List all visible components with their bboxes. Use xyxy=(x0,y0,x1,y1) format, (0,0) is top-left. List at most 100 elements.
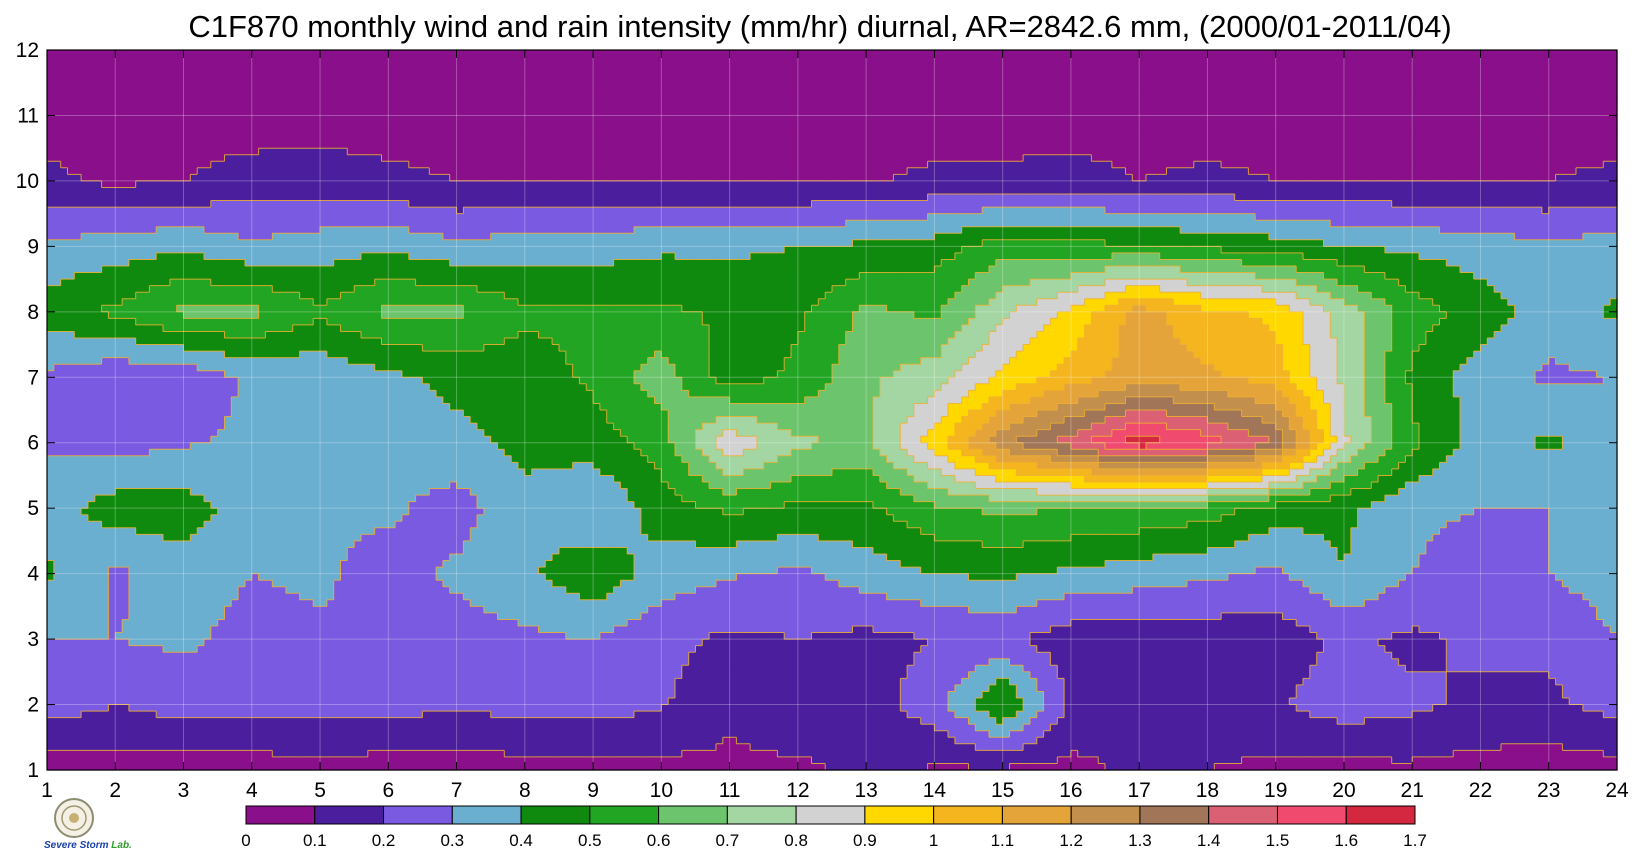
contour-cell xyxy=(1309,403,1331,411)
contour-cell xyxy=(477,285,833,293)
contour-cell xyxy=(1309,344,1338,352)
contour-cell xyxy=(913,410,949,418)
contour-cell xyxy=(1582,704,1618,712)
contour-cell xyxy=(1412,351,1475,359)
contour-cell xyxy=(1337,554,1345,562)
contour-cell xyxy=(224,331,267,339)
contour-cell xyxy=(634,377,683,385)
contour-cell xyxy=(285,586,335,594)
contour-cell xyxy=(1323,429,1331,437)
contour-cell xyxy=(1412,711,1604,719)
y-tick-label: 12 xyxy=(16,39,39,62)
contour-cell xyxy=(709,351,792,359)
contour-cell xyxy=(845,338,949,346)
contour-cell xyxy=(1091,423,1127,431)
contour-cell xyxy=(982,449,1011,457)
contour-cell xyxy=(982,691,1017,699)
contour-cell xyxy=(47,194,929,202)
logo-word-severe: Severe xyxy=(44,840,77,851)
contour-cell xyxy=(1343,396,1366,405)
contour-cell xyxy=(1596,370,1618,378)
contour-cell xyxy=(1419,429,1461,437)
contour-cell xyxy=(1378,455,1406,463)
contour-cell xyxy=(1077,429,1113,437)
contour-cell xyxy=(920,645,1038,653)
contour-cell xyxy=(1330,410,1345,418)
contour-cell xyxy=(1350,527,1441,535)
contour-cell xyxy=(1323,449,1338,457)
contour-cell xyxy=(913,475,956,483)
contour-cell xyxy=(1460,416,1618,424)
contour-cell xyxy=(1330,423,1345,431)
contour-cell xyxy=(1596,612,1618,621)
contour-cell xyxy=(982,508,1038,516)
contour-cell xyxy=(217,429,485,437)
contour-cell xyxy=(688,462,717,470)
contour-cell xyxy=(53,567,110,575)
contour-cell xyxy=(497,442,635,450)
contour-cell xyxy=(852,540,983,549)
contour-cell xyxy=(381,154,1024,162)
contour-cell xyxy=(1364,351,1386,359)
contour-cell xyxy=(811,442,874,450)
contour-cell xyxy=(989,730,1011,738)
contour-cell xyxy=(907,449,935,457)
contour-cell xyxy=(1050,724,1618,732)
contour-cell xyxy=(1282,612,1598,621)
contour-cell xyxy=(1316,442,1331,450)
contour-cell xyxy=(74,272,860,280)
contour-cell xyxy=(1241,410,1284,418)
contour-cell xyxy=(995,292,1058,300)
contour-cell xyxy=(1303,324,1331,333)
contour-cell xyxy=(197,645,697,653)
contour-cell xyxy=(1289,305,1325,313)
contour-cell xyxy=(47,684,676,693)
contour-cell xyxy=(326,318,703,326)
contour-cell xyxy=(1398,279,1488,287)
contour-cell xyxy=(975,482,1072,490)
contour-cell xyxy=(852,626,874,634)
contour-cell xyxy=(688,658,915,666)
contour-cell xyxy=(558,547,628,555)
contour-cell xyxy=(238,233,273,241)
x-tick-label: 18 xyxy=(1196,779,1219,802)
contour-cell xyxy=(1364,462,1400,470)
contour-cell xyxy=(729,396,806,405)
contour-cell xyxy=(1016,684,1038,693)
contour-cell xyxy=(210,632,567,640)
contour-cell xyxy=(1084,475,1209,483)
contour-cell xyxy=(1009,423,1052,431)
contour-cell xyxy=(1446,658,1618,666)
contour-cell xyxy=(572,370,635,378)
contour-cell xyxy=(47,285,150,293)
contour-cell xyxy=(1105,370,1222,378)
contour-cell xyxy=(1596,606,1618,614)
contour-cell xyxy=(954,292,997,300)
contour-cell xyxy=(101,305,178,313)
contour-cell xyxy=(852,311,915,319)
contour-cell xyxy=(1016,436,1058,444)
contour-cell xyxy=(1309,488,1352,496)
x-tick-label: 22 xyxy=(1469,779,1492,802)
contour-cell xyxy=(272,233,444,241)
contour-cell xyxy=(313,318,328,326)
colorbar-tick-label: 0.7 xyxy=(716,831,740,850)
contour-cell xyxy=(1412,449,1454,457)
contour-cell xyxy=(1111,357,1202,365)
contour-cell xyxy=(135,338,383,346)
contour-cell xyxy=(975,311,1011,319)
contour-cell xyxy=(1146,305,1202,313)
colorbar-tick-label: 1.5 xyxy=(1266,831,1290,850)
contour-cell xyxy=(449,174,895,182)
contour-cell xyxy=(975,305,1017,313)
contour-cell xyxy=(1132,174,1147,182)
contour-cell xyxy=(791,429,874,437)
contour-cell xyxy=(1248,167,1577,175)
contour-cell xyxy=(872,416,908,424)
contour-cell xyxy=(1446,691,1563,699)
contour-cell xyxy=(1432,324,1502,333)
contour-cell xyxy=(163,534,191,542)
contour-cell xyxy=(47,305,103,313)
contour-cell xyxy=(1309,449,1325,457)
